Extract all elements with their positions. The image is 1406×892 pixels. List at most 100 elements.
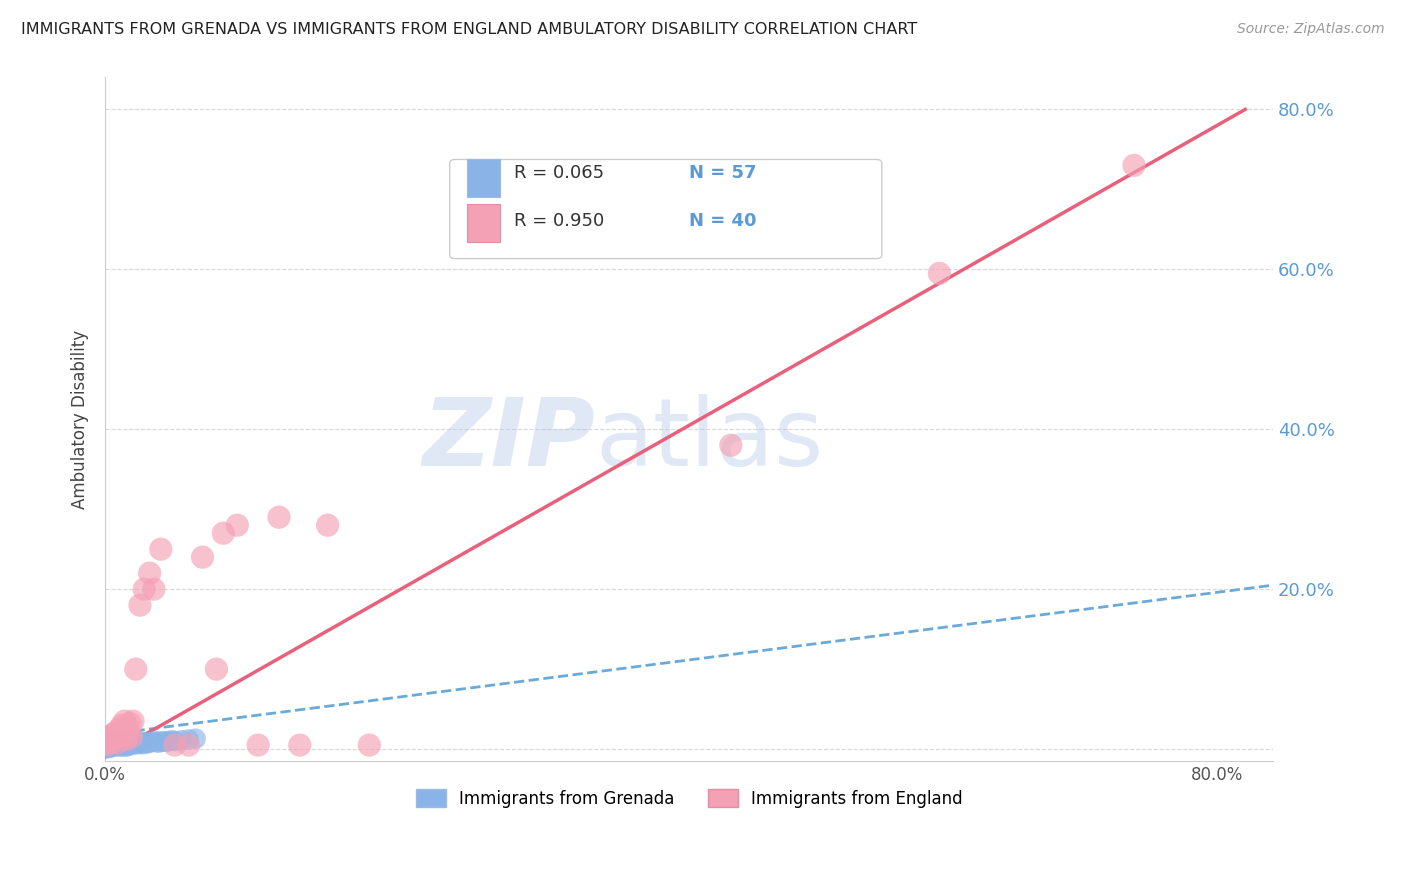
Point [110, 736, 132, 750]
Point [125, 662, 148, 676]
Point [103, 736, 125, 750]
Point [138, 736, 160, 750]
Point [120, 737, 142, 751]
Point [98, 738, 121, 752]
Point [177, 738, 200, 752]
Text: R = 0.065: R = 0.065 [515, 164, 605, 182]
Point [191, 550, 214, 565]
Point [184, 731, 207, 746]
Point [115, 739, 138, 754]
Legend: Immigrants from Grenada, Immigrants from England: Immigrants from Grenada, Immigrants from… [409, 783, 969, 814]
Point [212, 526, 235, 541]
Point [117, 720, 139, 734]
Point [177, 732, 200, 747]
Point [104, 735, 127, 749]
Point [110, 739, 132, 754]
Point [112, 737, 135, 751]
Point [120, 716, 142, 731]
Point [146, 736, 169, 750]
Point [121, 730, 143, 744]
Text: Source: ZipAtlas.com: Source: ZipAtlas.com [1237, 22, 1385, 37]
Point [118, 726, 141, 740]
Point [107, 736, 129, 750]
Point [108, 722, 131, 736]
Point [288, 738, 311, 752]
Point [720, 438, 742, 452]
Point [108, 732, 131, 747]
Point [107, 733, 129, 747]
Point [114, 738, 136, 752]
Point [141, 735, 163, 749]
Point [115, 732, 138, 747]
Point [132, 737, 155, 751]
Point [163, 734, 186, 748]
Point [157, 734, 180, 748]
Point [122, 714, 145, 728]
Point [124, 737, 146, 751]
Point [131, 736, 153, 750]
Point [129, 737, 152, 751]
Point [96, 740, 118, 755]
Point [118, 735, 141, 749]
Point [97, 741, 120, 756]
Text: N = 40: N = 40 [689, 212, 756, 230]
Bar [467, 204, 501, 242]
Text: R = 0.950: R = 0.950 [515, 212, 605, 230]
Point [100, 737, 122, 751]
Point [96, 738, 118, 752]
Point [121, 738, 143, 752]
Point [115, 736, 138, 750]
Point [108, 738, 131, 752]
FancyBboxPatch shape [450, 160, 882, 259]
Point [135, 737, 157, 751]
Point [105, 730, 128, 744]
Point [111, 718, 134, 732]
Point [97, 734, 120, 748]
Point [247, 738, 270, 752]
Point [142, 582, 165, 597]
Point [97, 739, 120, 753]
Point [134, 735, 156, 749]
Point [105, 734, 128, 748]
Point [129, 598, 152, 612]
Text: ZIP: ZIP [423, 393, 596, 486]
Y-axis label: Ambulatory Disability: Ambulatory Disability [72, 330, 89, 508]
Point [105, 739, 128, 753]
Point [149, 735, 172, 749]
Point [128, 734, 150, 748]
Point [98, 739, 121, 754]
Point [103, 732, 125, 747]
Point [359, 738, 381, 752]
Point [152, 734, 174, 748]
Point [170, 733, 193, 747]
Point [267, 510, 290, 524]
Point [111, 739, 134, 753]
Point [205, 662, 228, 676]
Point [117, 737, 139, 751]
Text: atlas: atlas [596, 393, 824, 486]
Point [125, 735, 148, 749]
Point [100, 736, 122, 750]
Text: N = 57: N = 57 [689, 164, 756, 182]
Point [155, 735, 177, 749]
Point [107, 737, 129, 751]
Point [112, 724, 135, 739]
Point [114, 734, 136, 748]
Point [160, 733, 183, 747]
Point [98, 730, 121, 744]
Point [117, 739, 139, 753]
Point [101, 737, 124, 751]
Text: IMMIGRANTS FROM GRENADA VS IMMIGRANTS FROM ENGLAND AMBULATORY DISABILITY CORRELA: IMMIGRANTS FROM GRENADA VS IMMIGRANTS FR… [21, 22, 917, 37]
Point [122, 736, 145, 750]
Point [110, 728, 132, 742]
Point [928, 266, 950, 280]
Point [163, 738, 186, 752]
Point [316, 518, 339, 533]
Point [114, 714, 136, 728]
Point [100, 740, 122, 755]
Point [127, 737, 149, 751]
Point [1123, 158, 1146, 172]
Point [111, 737, 134, 751]
Point [103, 739, 125, 754]
Point [104, 726, 127, 740]
